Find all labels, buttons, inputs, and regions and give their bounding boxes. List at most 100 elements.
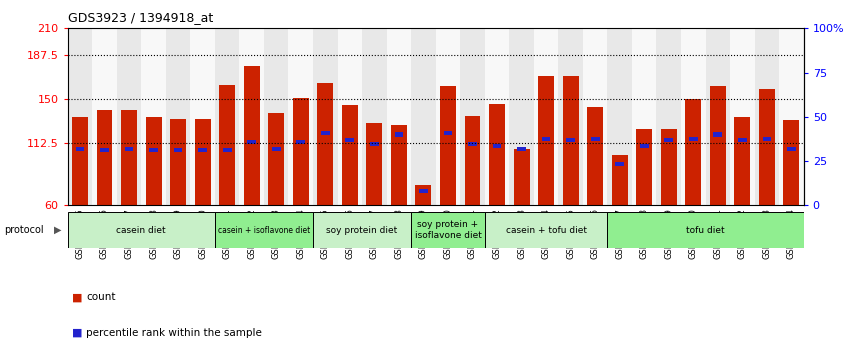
Bar	[68, 28, 92, 205]
Bar	[96, 110, 113, 205]
Bar	[149, 148, 158, 152]
Bar	[166, 28, 190, 205]
Bar	[685, 99, 701, 205]
Bar	[734, 117, 750, 205]
Bar	[615, 162, 624, 166]
Bar	[485, 28, 509, 205]
Bar	[338, 28, 362, 205]
Text: ▶: ▶	[54, 225, 61, 235]
Bar	[787, 147, 796, 151]
Bar	[607, 28, 632, 205]
Bar	[534, 28, 558, 205]
Text: ■: ■	[72, 328, 82, 338]
Bar	[219, 85, 235, 205]
Bar	[661, 129, 677, 205]
Bar	[587, 107, 603, 205]
Bar	[366, 123, 382, 205]
Bar	[342, 105, 358, 205]
Bar	[738, 138, 747, 143]
Bar	[370, 142, 379, 146]
FancyBboxPatch shape	[485, 212, 607, 248]
Bar	[538, 75, 554, 205]
Bar	[264, 28, 288, 205]
Bar	[146, 117, 162, 205]
Bar	[244, 66, 260, 205]
Bar	[415, 185, 431, 205]
FancyBboxPatch shape	[313, 212, 411, 248]
Bar	[313, 28, 338, 205]
Bar	[468, 142, 477, 146]
Bar	[215, 28, 239, 205]
Bar	[713, 132, 722, 137]
Text: ■: ■	[72, 292, 82, 302]
Bar	[387, 28, 411, 205]
Bar	[681, 28, 706, 205]
Bar	[321, 131, 330, 135]
Bar	[759, 88, 775, 205]
Bar	[75, 147, 85, 151]
Bar	[517, 147, 526, 151]
Bar	[92, 28, 117, 205]
Text: casein + tofu diet: casein + tofu diet	[506, 225, 586, 235]
Bar	[440, 86, 456, 205]
Bar	[443, 131, 453, 135]
Text: protocol: protocol	[4, 225, 44, 235]
Bar	[541, 137, 551, 141]
Bar	[783, 120, 799, 205]
Bar	[640, 144, 649, 148]
Bar	[222, 148, 232, 152]
Bar	[190, 28, 215, 205]
FancyBboxPatch shape	[607, 212, 804, 248]
Bar	[247, 139, 256, 144]
Text: casein diet: casein diet	[117, 225, 166, 235]
Bar	[591, 137, 600, 141]
Bar	[689, 137, 698, 141]
Bar	[345, 138, 354, 143]
Bar	[563, 75, 579, 205]
Bar	[612, 155, 628, 205]
Bar	[391, 125, 407, 205]
Bar	[636, 129, 652, 205]
Bar	[762, 137, 772, 141]
Bar	[173, 148, 183, 152]
Bar	[436, 28, 460, 205]
Text: percentile rank within the sample: percentile rank within the sample	[86, 328, 262, 338]
Bar	[411, 28, 436, 205]
Bar	[464, 116, 481, 205]
Bar	[492, 144, 502, 148]
Bar	[779, 28, 804, 205]
Bar	[460, 28, 485, 205]
Bar	[268, 113, 284, 205]
Text: soy protein diet: soy protein diet	[327, 225, 398, 235]
Bar	[632, 28, 656, 205]
Bar	[755, 28, 779, 205]
Bar	[509, 28, 534, 205]
Bar	[170, 119, 186, 205]
Bar	[362, 28, 387, 205]
Bar	[141, 28, 166, 205]
Bar	[72, 117, 88, 205]
Bar	[239, 28, 264, 205]
FancyBboxPatch shape	[411, 212, 485, 248]
Bar	[664, 138, 673, 143]
Bar	[296, 139, 305, 144]
Bar	[394, 132, 404, 137]
Bar	[706, 28, 730, 205]
Bar	[566, 138, 575, 143]
Text: count: count	[86, 292, 116, 302]
Text: tofu diet: tofu diet	[686, 225, 725, 235]
Bar	[121, 110, 137, 205]
Bar	[100, 148, 109, 152]
Bar	[489, 104, 505, 205]
Text: casein + isoflavone diet: casein + isoflavone diet	[217, 225, 310, 235]
Bar	[195, 119, 211, 205]
Bar	[558, 28, 583, 205]
Bar	[730, 28, 755, 205]
Text: soy protein +
isoflavone diet: soy protein + isoflavone diet	[415, 221, 481, 240]
Bar	[710, 86, 726, 205]
FancyBboxPatch shape	[68, 212, 215, 248]
Bar	[272, 147, 281, 151]
Bar	[198, 148, 207, 152]
Bar	[656, 28, 681, 205]
Bar	[124, 147, 134, 151]
